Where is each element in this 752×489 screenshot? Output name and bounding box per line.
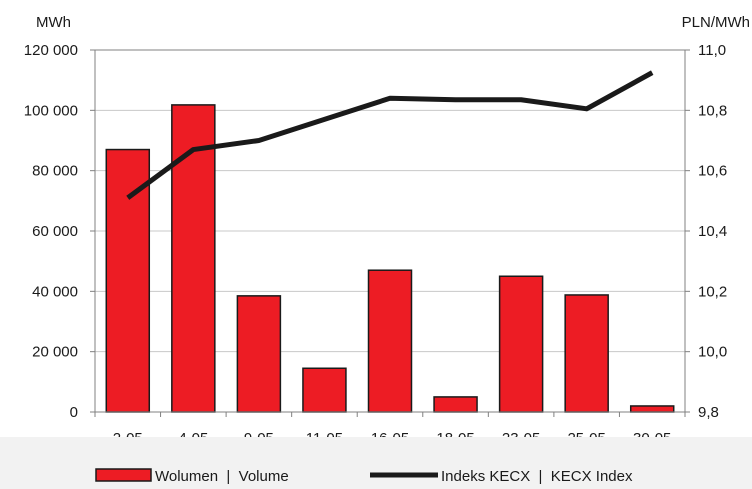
right-axis-tick-label: 9,8 xyxy=(698,404,719,421)
right-axis-unit: PLN/MWh xyxy=(682,14,750,31)
index-line xyxy=(126,70,654,200)
right-axis-tick-label: 10,2 xyxy=(698,283,727,300)
volume-bar xyxy=(433,396,478,413)
left-axis-tick-label: 20 000 xyxy=(32,344,78,361)
left-axis-tick-label: 0 xyxy=(70,404,78,421)
right-axis-tick-label: 10,8 xyxy=(698,102,727,119)
left-axis-tick-label: 60 000 xyxy=(32,223,78,240)
right-axis-tick-label: 10,6 xyxy=(698,163,727,180)
legend-label-volume: Wolumen | Volume xyxy=(155,468,289,485)
volume-bar xyxy=(105,148,151,413)
right-axis-tick-label: 10,4 xyxy=(698,223,727,240)
volume-bar xyxy=(629,405,675,413)
legend-swatch-volume xyxy=(95,468,152,482)
right-axis-tick-label: 10,0 xyxy=(698,344,727,361)
left-axis-tick-label: 40 000 xyxy=(32,283,78,300)
volume-bar xyxy=(302,367,347,413)
legend: Wolumen | Volume Indeks KECX | KECX Inde… xyxy=(0,437,752,489)
left-axis-tick-label: 120 000 xyxy=(24,42,78,59)
volume-bar xyxy=(236,295,282,413)
left-axis-unit: MWh xyxy=(36,14,71,31)
volume-bar xyxy=(367,269,413,413)
legend-label-index: Indeks KECX | KECX Index xyxy=(441,468,633,485)
volume-bar xyxy=(564,294,609,413)
right-axis-tick-label: 11,0 xyxy=(698,42,726,59)
left-axis-tick-label: 100 000 xyxy=(24,102,78,119)
left-axis-tick-label: 80 000 xyxy=(32,163,78,180)
volume-bars xyxy=(105,104,675,413)
volume-bar xyxy=(498,275,544,413)
